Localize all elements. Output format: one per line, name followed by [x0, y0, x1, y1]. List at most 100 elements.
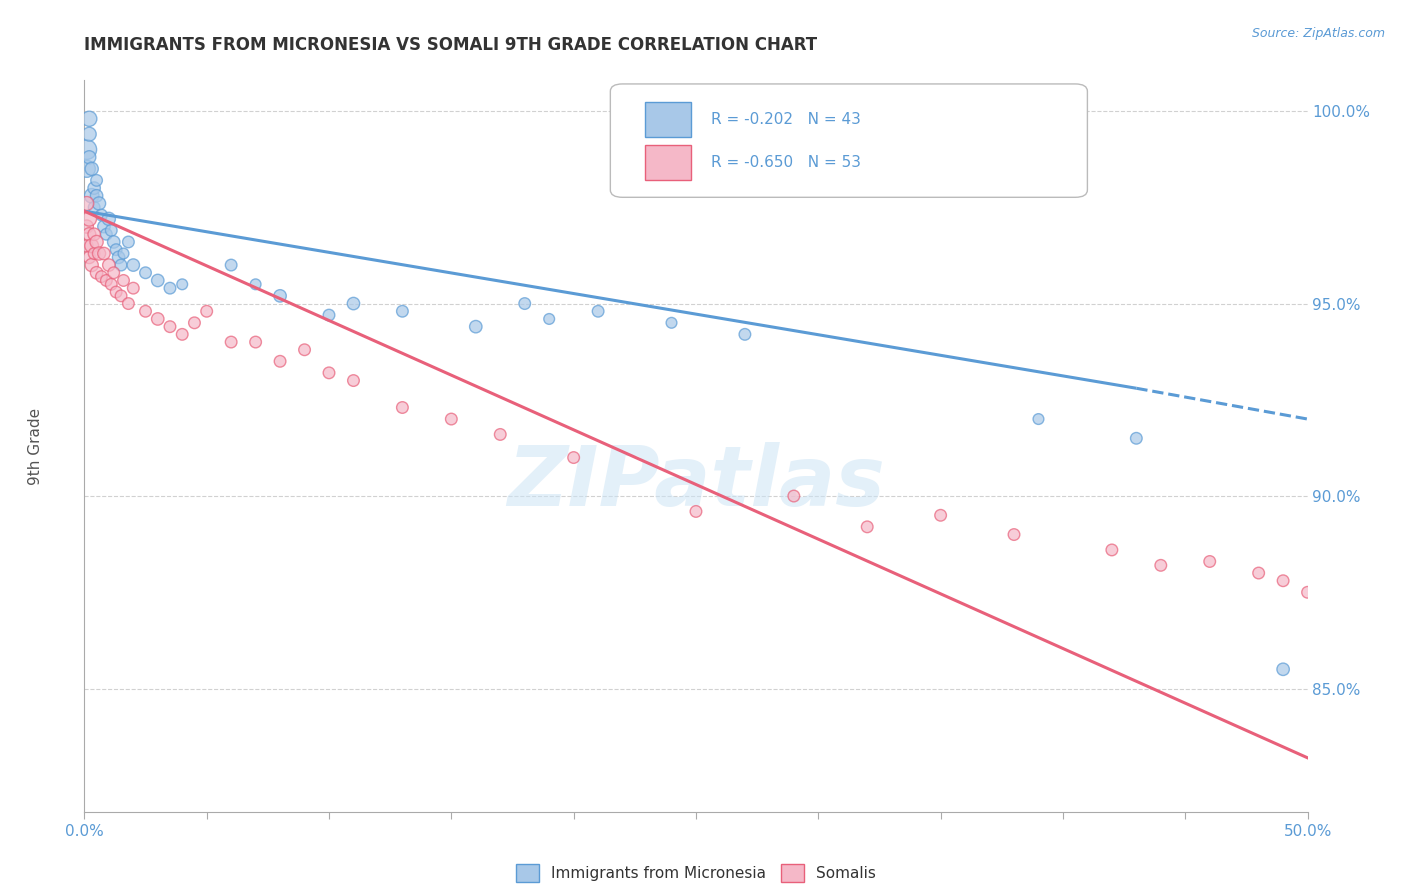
Point — [734, 327, 756, 342]
Point — [86, 235, 108, 249]
Point — [76, 143, 98, 157]
Text: IMMIGRANTS FROM MICRONESIA VS SOMALI 9TH GRADE CORRELATION CHART: IMMIGRANTS FROM MICRONESIA VS SOMALI 9TH… — [84, 36, 817, 54]
Point — [1150, 558, 1173, 573]
Point — [100, 277, 122, 292]
Text: ZIPatlas: ZIPatlas — [508, 442, 884, 523]
Point — [245, 277, 267, 292]
Point — [105, 243, 128, 257]
Point — [183, 316, 205, 330]
Point — [77, 251, 100, 265]
Point — [464, 319, 486, 334]
Text: R = -0.650   N = 53: R = -0.650 N = 53 — [710, 154, 860, 169]
Legend: Immigrants from Micronesia, Somalis: Immigrants from Micronesia, Somalis — [509, 858, 883, 888]
Point — [1247, 566, 1270, 580]
Point — [100, 223, 122, 237]
Point — [294, 343, 316, 357]
Point — [1296, 585, 1319, 599]
Point — [80, 161, 103, 176]
Point — [93, 219, 115, 234]
Point — [103, 266, 125, 280]
Point — [77, 227, 100, 242]
Point — [86, 266, 108, 280]
Point — [219, 334, 242, 349]
Point — [122, 281, 145, 295]
Point — [96, 227, 118, 242]
Point — [80, 258, 103, 272]
Point — [87, 246, 110, 260]
Point — [135, 266, 157, 280]
Point — [80, 239, 103, 253]
Point — [77, 112, 100, 126]
Point — [93, 246, 115, 260]
Text: 9th Grade: 9th Grade — [28, 408, 42, 484]
Point — [562, 450, 585, 465]
Point — [1002, 527, 1025, 541]
Point — [219, 258, 242, 272]
Point — [342, 374, 364, 388]
Point — [245, 334, 267, 349]
Point — [86, 188, 108, 202]
Point — [586, 304, 609, 318]
Point — [783, 489, 806, 503]
Point — [76, 161, 98, 176]
Point — [97, 211, 120, 226]
Point — [83, 200, 105, 214]
Point — [110, 258, 132, 272]
Point — [159, 319, 181, 334]
Point — [83, 227, 105, 242]
Point — [103, 235, 125, 249]
Point — [172, 327, 194, 342]
Point — [661, 316, 683, 330]
Point — [76, 196, 98, 211]
Point — [538, 312, 561, 326]
FancyBboxPatch shape — [644, 145, 692, 180]
Text: R = -0.202   N = 43: R = -0.202 N = 43 — [710, 112, 860, 128]
Point — [513, 296, 536, 310]
Point — [90, 208, 112, 222]
Point — [96, 273, 118, 287]
Point — [135, 304, 157, 318]
Text: Source: ZipAtlas.com: Source: ZipAtlas.com — [1251, 27, 1385, 40]
Point — [76, 239, 98, 253]
Point — [929, 508, 952, 523]
Point — [80, 188, 103, 202]
Point — [112, 246, 135, 260]
Point — [1272, 574, 1295, 588]
Point — [76, 219, 98, 234]
Point — [77, 150, 100, 164]
Point — [172, 277, 194, 292]
Point — [77, 211, 100, 226]
Point — [1125, 431, 1147, 445]
Point — [90, 269, 112, 284]
Point — [86, 173, 108, 187]
FancyBboxPatch shape — [610, 84, 1087, 197]
Point — [685, 504, 707, 518]
Point — [77, 127, 100, 141]
Point — [159, 281, 181, 295]
Point — [110, 289, 132, 303]
Point — [269, 354, 291, 368]
Point — [1272, 662, 1295, 676]
Point — [1320, 589, 1343, 603]
Point — [105, 285, 128, 299]
Point — [83, 181, 105, 195]
Point — [146, 273, 169, 287]
Point — [318, 366, 340, 380]
Point — [97, 258, 120, 272]
Point — [83, 246, 105, 260]
Point — [1101, 543, 1123, 558]
Point — [117, 296, 139, 310]
Point — [146, 312, 169, 326]
Point — [112, 273, 135, 287]
Point — [122, 258, 145, 272]
Point — [856, 520, 879, 534]
Point — [391, 401, 413, 415]
Point — [195, 304, 218, 318]
Point — [318, 308, 340, 322]
Point — [269, 289, 291, 303]
Point — [1028, 412, 1050, 426]
Point — [342, 296, 364, 310]
Point — [489, 427, 512, 442]
Point — [391, 304, 413, 318]
Point — [440, 412, 463, 426]
